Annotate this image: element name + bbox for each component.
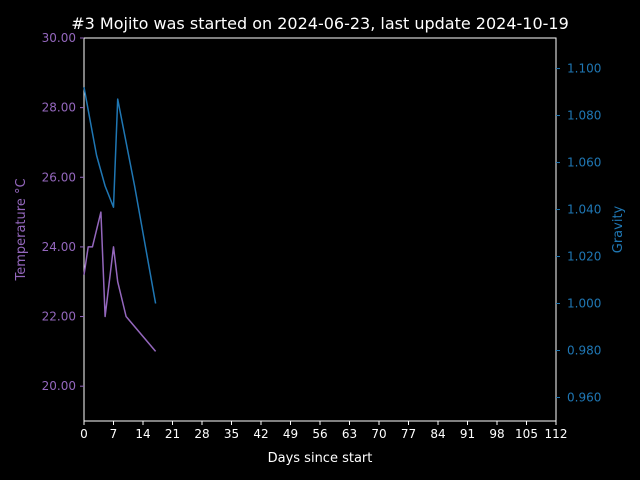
right-tick-label: 1.000 bbox=[567, 297, 601, 311]
right-axis-label: Gravity bbox=[611, 205, 626, 253]
x-tick-label: 21 bbox=[165, 427, 180, 441]
x-tick-label: 56 bbox=[312, 427, 327, 441]
right-tick-label: 1.060 bbox=[567, 156, 601, 170]
left-tick-label: 22.00 bbox=[42, 310, 76, 324]
x-tick-label: 105 bbox=[515, 427, 538, 441]
x-axis-ticks: 0 7 14 21 28 35 42 49 56 63 70 77 84 91 98 105 112 bbox=[80, 421, 567, 441]
x-tick-label: 63 bbox=[342, 427, 357, 441]
x-tick-label: 42 bbox=[253, 427, 268, 441]
x-tick-label: 14 bbox=[135, 427, 150, 441]
x-tick-label: 98 bbox=[489, 427, 504, 441]
x-tick-label: 35 bbox=[224, 427, 239, 441]
gravity-series-line bbox=[83, 87, 157, 304]
right-tick-label: 1.080 bbox=[567, 109, 601, 123]
x-tick-label: 7 bbox=[110, 427, 118, 441]
x-axis-label: Days since start bbox=[268, 451, 373, 466]
left-axis-label: Temperature °C bbox=[14, 178, 29, 281]
left-tick-label: 26.00 bbox=[42, 170, 76, 184]
x-tick-label: 49 bbox=[283, 427, 298, 441]
x-tick-label: 84 bbox=[430, 427, 445, 441]
x-tick-label: 77 bbox=[401, 427, 416, 441]
right-tick-label: 0.960 bbox=[567, 391, 601, 405]
right-tick-label: 1.100 bbox=[567, 62, 601, 76]
x-tick-label: 28 bbox=[194, 427, 209, 441]
temperature-series-line bbox=[83, 211, 157, 352]
x-tick-label: 70 bbox=[371, 427, 386, 441]
x-tick-label: 0 bbox=[80, 427, 88, 441]
chart-title: #3 Mojito was started on 2024-06-23, las… bbox=[71, 14, 569, 33]
left-tick-label: 24.00 bbox=[42, 240, 76, 254]
right-tick-label: 0.980 bbox=[567, 344, 601, 358]
right-axis-ticks: 0.960 0.980 1.000 1.020 1.040 1.060 1.080 1.100 bbox=[556, 62, 601, 405]
x-tick-label: 91 bbox=[460, 427, 475, 441]
x-tick-label: 112 bbox=[545, 427, 568, 441]
left-tick-label: 28.00 bbox=[42, 101, 76, 115]
left-tick-label: 30.00 bbox=[42, 31, 76, 45]
right-tick-label: 1.040 bbox=[567, 203, 601, 217]
left-axis-ticks: 20.00 22.00 24.00 26.00 28.00 30.00 bbox=[42, 31, 84, 393]
left-tick-label: 20.00 bbox=[42, 379, 76, 393]
series-layer bbox=[83, 87, 157, 352]
right-tick-label: 1.020 bbox=[567, 250, 601, 264]
